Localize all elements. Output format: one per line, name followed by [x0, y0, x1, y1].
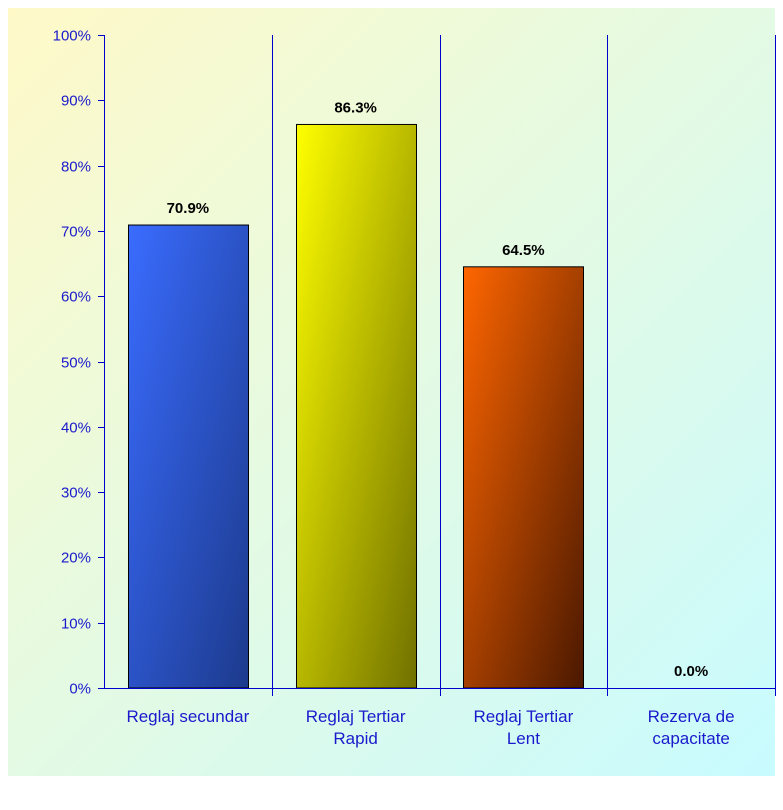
y-tick-label: 100%	[53, 28, 91, 45]
bar	[296, 123, 417, 689]
x-category-label: Reglaj secundar	[126, 707, 249, 726]
y-tick-label: 10%	[61, 616, 91, 633]
data-label: 64.5%	[502, 242, 545, 259]
x-category-label: Reglaj Tertiar Lent	[473, 707, 573, 748]
y-tick-label: 60%	[61, 289, 91, 306]
y-tick-label: 70%	[61, 224, 91, 241]
y-tick-label: 30%	[61, 485, 91, 502]
y-tick-label: 0%	[69, 681, 91, 698]
data-label: 0.0%	[674, 663, 708, 680]
x-category-label: Reglaj Tertiar Rapid	[306, 707, 406, 748]
data-label: 70.9%	[167, 200, 210, 217]
bar	[463, 266, 584, 689]
y-tick-label: 80%	[61, 159, 91, 176]
y-tick-label: 50%	[61, 355, 91, 372]
y-tick-label: 90%	[61, 93, 91, 110]
x-category-label: Rezerva de capacitate	[648, 707, 735, 748]
bar	[128, 224, 249, 689]
data-label: 86.3%	[334, 99, 377, 116]
y-tick-label: 40%	[61, 420, 91, 437]
y-tick-label: 20%	[61, 550, 91, 567]
